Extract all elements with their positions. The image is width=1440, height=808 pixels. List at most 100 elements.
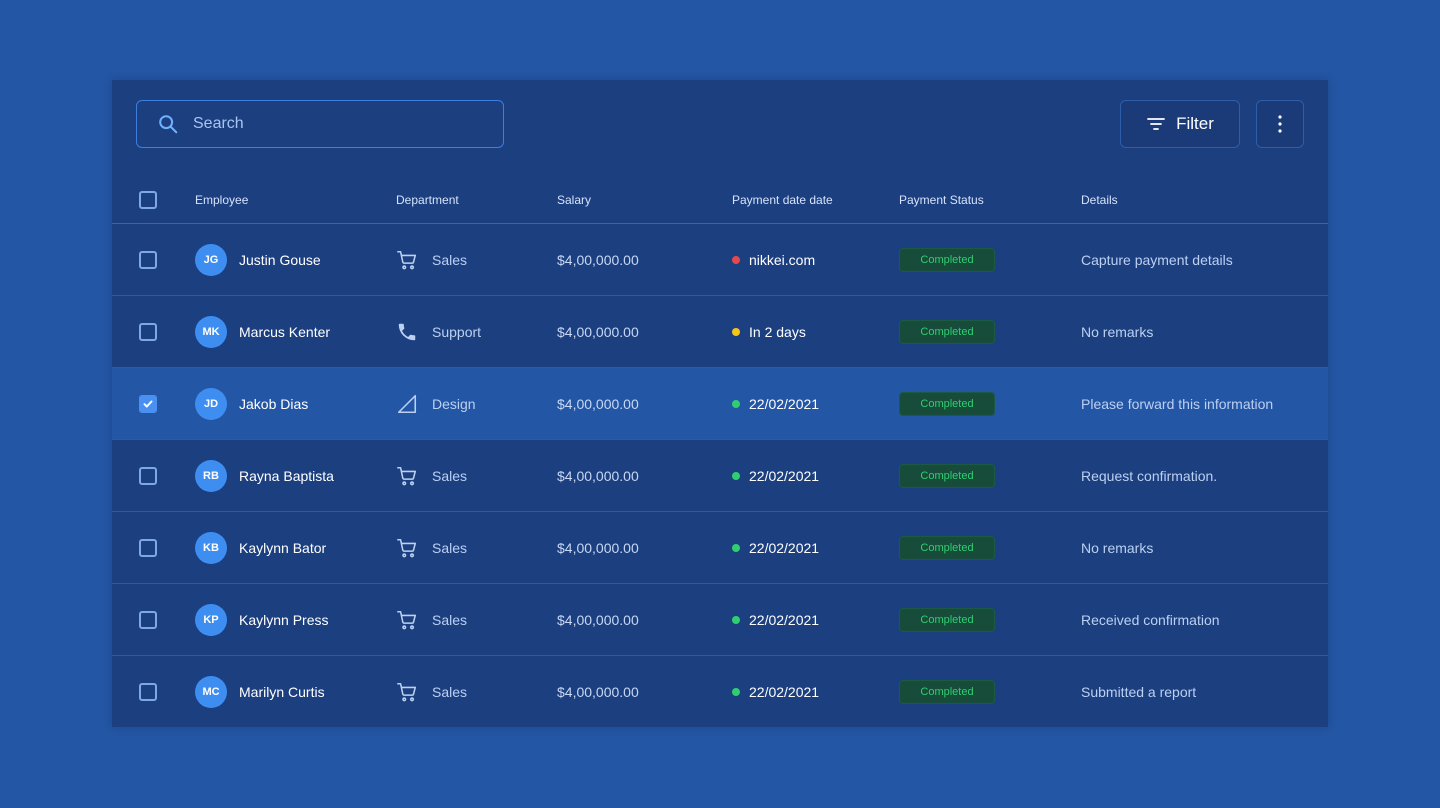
row-checkbox[interactable] xyxy=(139,250,157,269)
header-payment-status[interactable]: Payment Status xyxy=(899,192,984,207)
row-checkbox[interactable] xyxy=(139,466,157,485)
status-dot xyxy=(732,688,740,696)
salary-cell: $4,00,000.00 xyxy=(557,584,639,655)
header-details[interactable]: Details xyxy=(1081,192,1118,207)
employee-name[interactable]: Kaylynn Press xyxy=(239,611,329,628)
table-row[interactable]: JG Justin Gouse Sales $4,00,000.00 nikkei.co… xyxy=(112,224,1328,296)
salary-cell: $4,00,000.00 xyxy=(557,512,639,583)
row-checkbox[interactable] xyxy=(139,610,157,629)
status-dot xyxy=(732,543,740,552)
details-cell: Request confirmation. xyxy=(1081,440,1217,511)
row-check-cell xyxy=(139,224,157,295)
details-cell: Capture payment details xyxy=(1081,224,1233,295)
department-label: Sales xyxy=(432,611,468,628)
payment-status-cell: Completed xyxy=(899,296,995,367)
payment-date-value: In 2 days xyxy=(749,323,806,340)
header-department[interactable]: Department xyxy=(396,192,459,207)
status-dot xyxy=(732,255,740,264)
department-cell: Sales xyxy=(396,584,467,655)
table-row[interactable]: RB Rayna Baptista Sales $4,00,000.00 22/02/2… xyxy=(112,440,1328,512)
header-payment-date[interactable]: Payment date date xyxy=(732,192,833,207)
details-text: No remarks xyxy=(1081,539,1154,556)
table-row[interactable]: MK Marcus Kenter Support $4,00,000.00 In 2 d… xyxy=(112,296,1328,368)
row-checkbox[interactable] xyxy=(139,683,157,701)
employee-table-card: Filter Employee Department Salary Paymen… xyxy=(112,80,1328,727)
cart-icon xyxy=(396,609,418,631)
select-all-checkbox[interactable] xyxy=(139,190,157,209)
employee-cell: JD Jakob Dias xyxy=(195,368,308,439)
department-label: Sales xyxy=(432,539,468,556)
avatar: KB xyxy=(195,531,227,564)
employee-cell: KB Kaylynn Bator xyxy=(195,512,326,583)
filter-button[interactable]: Filter xyxy=(1120,100,1240,148)
employee-name[interactable]: Kaylynn Bator xyxy=(239,539,327,556)
details-text: No remarks xyxy=(1081,323,1154,340)
details-text: Request confirmation. xyxy=(1081,467,1218,484)
department-label: Sales xyxy=(432,251,468,268)
payment-date-cell: In 2 days xyxy=(732,296,806,367)
details-text: Please forward this information xyxy=(1081,395,1274,412)
employee-name[interactable]: Rayna Baptista xyxy=(239,467,334,484)
employee-name[interactable]: Justin Gouse xyxy=(239,251,321,268)
table-row[interactable]: KP Kaylynn Press Sales $4,00,000.00 22/02/20… xyxy=(112,584,1328,656)
avatar: KP xyxy=(195,603,227,636)
row-checkbox[interactable] xyxy=(139,394,157,413)
more-options-button[interactable] xyxy=(1256,100,1304,148)
header-employee[interactable]: Employee xyxy=(195,192,249,207)
salary-cell: $4,00,000.00 xyxy=(557,440,639,511)
avatar: MK xyxy=(195,315,227,348)
payment-date-value: 22/02/2021 xyxy=(749,611,820,628)
row-check-cell xyxy=(139,584,157,655)
salary-cell: $4,00,000.00 xyxy=(557,656,639,728)
payment-status-cell: Completed xyxy=(899,368,995,439)
salary-cell: $4,00,000.00 xyxy=(557,368,639,439)
payment-date-cell: 22/02/2021 xyxy=(732,584,819,655)
employee-name[interactable]: Marilyn Curtis xyxy=(239,684,325,700)
table-row[interactable]: KB Kaylynn Bator Sales $4,00,000.00 22/02/20… xyxy=(112,512,1328,584)
details-text: Received confirmation xyxy=(1081,611,1220,628)
payment-status-cell: Completed xyxy=(899,656,995,728)
row-check-cell xyxy=(139,512,157,583)
salary-value: $4,00,000.00 xyxy=(557,684,639,700)
cart-icon xyxy=(396,249,418,271)
salary-value: $4,00,000.00 xyxy=(557,467,639,484)
header-salary[interactable]: Salary xyxy=(557,192,592,207)
department-cell: Design xyxy=(396,368,476,439)
search-input[interactable] xyxy=(193,115,483,133)
status-dot xyxy=(732,471,740,480)
payment-date-cell: 22/02/2021 xyxy=(732,656,819,728)
row-check-cell xyxy=(139,440,157,511)
payment-date-cell: nikkei.com xyxy=(732,224,815,295)
department-cell: Support xyxy=(396,296,481,367)
table-row[interactable]: JD Jakob Dias Design $4,00,000.00 22/02/2021… xyxy=(112,368,1328,440)
payment-date-cell: 22/02/2021 xyxy=(732,368,819,439)
avatar: MC xyxy=(195,676,227,708)
status-badge: Completed xyxy=(899,535,995,560)
department-cell: Sales xyxy=(396,512,467,583)
table-row[interactable]: MC Marilyn Curtis Sales $4,00,000.00 22/02/2… xyxy=(112,656,1328,728)
payment-status-cell: Completed xyxy=(899,584,995,655)
table-body: JG Justin Gouse Sales $4,00,000.00 nikkei.co… xyxy=(112,224,1328,728)
payment-status-cell: Completed xyxy=(899,512,995,583)
payment-date-cell: 22/02/2021 xyxy=(732,440,819,511)
search-box[interactable] xyxy=(136,100,504,148)
row-check-cell xyxy=(139,296,157,367)
employee-name[interactable]: Jakob Dias xyxy=(239,395,309,412)
status-badge: Completed xyxy=(899,247,995,272)
employee-name[interactable]: Marcus Kenter xyxy=(239,323,331,340)
payment-date-value: 22/02/2021 xyxy=(749,395,820,412)
row-checkbox[interactable] xyxy=(139,538,157,557)
design-icon xyxy=(396,393,418,415)
cart-icon xyxy=(396,681,418,703)
details-cell: No remarks xyxy=(1081,296,1153,367)
salary-value: $4,00,000.00 xyxy=(557,611,639,628)
department-label: Sales xyxy=(432,467,468,484)
details-cell: Received confirmation xyxy=(1081,584,1220,655)
row-checkbox[interactable] xyxy=(139,322,157,341)
details-cell: No remarks xyxy=(1081,512,1153,583)
payment-date-cell: 22/02/2021 xyxy=(732,512,819,583)
payment-date-value: 22/02/2021 xyxy=(749,684,820,700)
employee-cell: JG Justin Gouse xyxy=(195,224,321,295)
payment-date-value: 22/02/2021 xyxy=(749,467,820,484)
status-badge: Completed xyxy=(899,463,995,488)
